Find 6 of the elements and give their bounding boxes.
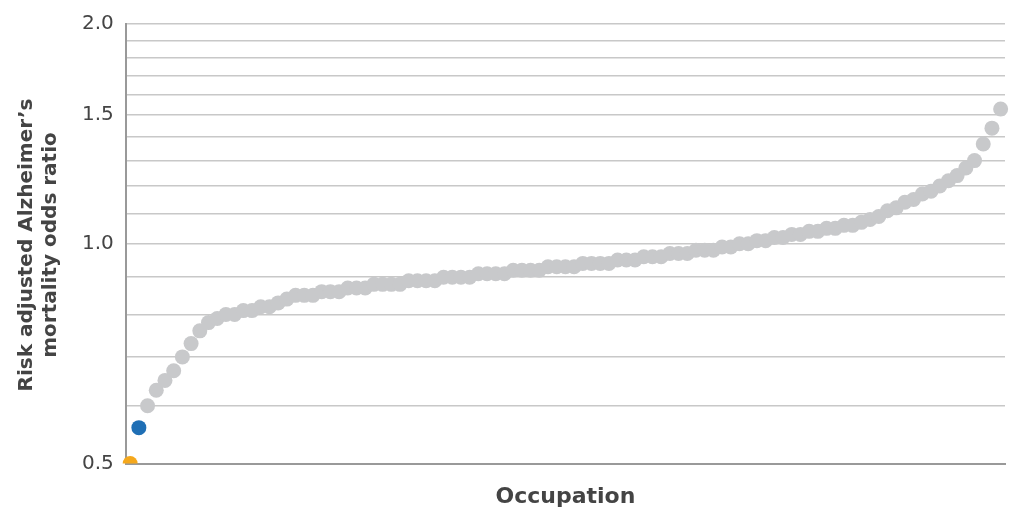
y-tick-label: 1.0 xyxy=(81,230,114,254)
y-tick-label: 1.5 xyxy=(81,101,114,126)
y-tick-label: 2.0 xyxy=(81,10,114,35)
y-tick-label: 0.5 xyxy=(81,449,114,474)
x-axis-title: Occupation xyxy=(495,482,636,508)
y-axis-title: Risk adjusted Alzheimer’s mortality odds ratio xyxy=(13,97,61,394)
